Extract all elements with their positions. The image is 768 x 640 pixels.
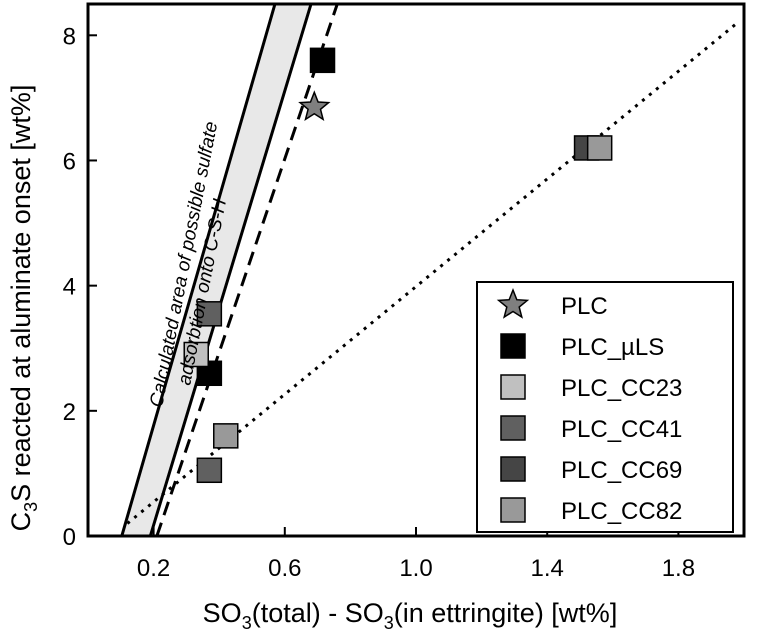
legend-marker bbox=[500, 415, 526, 441]
legend-label: PLC_CC23 bbox=[561, 375, 682, 402]
x-tick-label: 0.2 bbox=[137, 555, 170, 582]
legend-marker bbox=[500, 456, 526, 482]
x-axis-title: SO3(total) - SO3(in ettringite) [wt%] bbox=[203, 598, 618, 633]
dotted-trend-line bbox=[126, 21, 739, 525]
band-left-edge bbox=[120, 4, 277, 536]
legend-label: PLC_CC41 bbox=[561, 416, 682, 443]
point-plc-cc23-1 bbox=[183, 341, 209, 368]
legend-label: PLC_CC82 bbox=[561, 498, 682, 525]
x-tick-label: 1.8 bbox=[662, 555, 695, 582]
x-tick-label: 1.4 bbox=[531, 555, 564, 582]
legend-label: PLC_CC69 bbox=[561, 457, 682, 484]
y-axis-title: C3S reacted at aluminate onset [wt%] bbox=[6, 85, 41, 532]
plot-content bbox=[120, 4, 739, 536]
legend-marker bbox=[496, 287, 530, 319]
legend: PLC PLC_µLS PLC_CC23 PLC_CC41 PLC_CC69 PLC_CC… bbox=[476, 281, 734, 533]
legend-box bbox=[476, 281, 734, 533]
legend-marker bbox=[500, 374, 526, 400]
legend-marker bbox=[500, 497, 526, 523]
y-tick-label: 6 bbox=[63, 148, 76, 175]
y-tick-label: 0 bbox=[63, 524, 76, 551]
legend-marker bbox=[500, 333, 526, 359]
band-right-edge bbox=[148, 4, 313, 536]
adsorption-band bbox=[121, 4, 312, 536]
y-tick-label: 4 bbox=[63, 274, 76, 301]
point-plc-cc82-1 bbox=[586, 135, 613, 161]
legend-label: PLC bbox=[561, 293, 608, 320]
data-points bbox=[183, 47, 613, 484]
point-plc-cc82-2 bbox=[213, 423, 239, 449]
y-tick-label: 8 bbox=[63, 23, 76, 50]
point-plc-cc41-2 bbox=[196, 457, 223, 484]
dashed-trend-line bbox=[155, 4, 339, 536]
axis-ticks: 0.2 0.6 1.0 1.4 1.8 0 2 4 6 8 bbox=[63, 23, 695, 582]
point-plc-cc41-1 bbox=[196, 301, 223, 327]
x-tick-label: 0.6 bbox=[268, 555, 301, 582]
x-tick-label: 1.0 bbox=[399, 555, 432, 582]
y-tick-label: 2 bbox=[63, 399, 76, 426]
point-plc-ls-1 bbox=[309, 47, 336, 74]
point-plc-1 bbox=[298, 90, 331, 122]
legend-label: PLC_µLS bbox=[561, 334, 664, 361]
plot-area bbox=[120, 4, 739, 536]
